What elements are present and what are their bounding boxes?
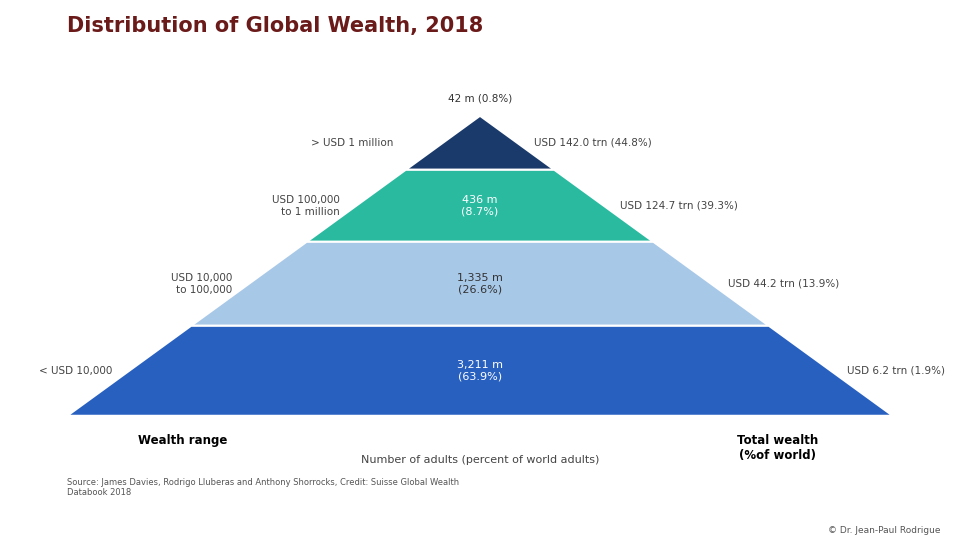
Polygon shape	[67, 326, 893, 416]
Text: 1,335 m
(26.6%): 1,335 m (26.6%)	[457, 273, 503, 295]
Text: USD 10,000
to 100,000: USD 10,000 to 100,000	[171, 273, 232, 295]
Text: Distribution of Global Wealth, 2018: Distribution of Global Wealth, 2018	[67, 16, 484, 36]
Text: Source: James Davies, Rodrigo Lluberas and Anthony Shorrocks, Credit: Suisse Glo: Source: James Davies, Rodrigo Lluberas a…	[67, 478, 459, 497]
Text: 3,211 m
(63.9%): 3,211 m (63.9%)	[457, 360, 503, 382]
Text: © Dr. Jean-Paul Rodrigue: © Dr. Jean-Paul Rodrigue	[828, 525, 941, 535]
Text: USD 100,000
to 1 million: USD 100,000 to 1 million	[272, 195, 340, 217]
Text: Total wealth
(%of world): Total wealth (%of world)	[736, 434, 818, 462]
Polygon shape	[306, 170, 654, 242]
Polygon shape	[191, 242, 769, 326]
Text: Number of adults (percent of world adults): Number of adults (percent of world adult…	[361, 455, 599, 465]
Text: > USD 1 million: > USD 1 million	[311, 138, 394, 148]
Text: Wealth range: Wealth range	[138, 434, 228, 447]
Text: 436 m
(8.7%): 436 m (8.7%)	[462, 195, 498, 217]
Text: 42 m (0.8%): 42 m (0.8%)	[448, 94, 512, 104]
Text: USD 142.0 trn (44.8%): USD 142.0 trn (44.8%)	[534, 138, 652, 148]
Text: USD 6.2 trn (1.9%): USD 6.2 trn (1.9%)	[848, 366, 946, 376]
Text: < USD 10,000: < USD 10,000	[39, 366, 112, 376]
Polygon shape	[406, 116, 554, 170]
Text: USD 44.2 trn (13.9%): USD 44.2 trn (13.9%)	[728, 279, 839, 289]
Text: USD 124.7 trn (39.3%): USD 124.7 trn (39.3%)	[620, 201, 738, 211]
